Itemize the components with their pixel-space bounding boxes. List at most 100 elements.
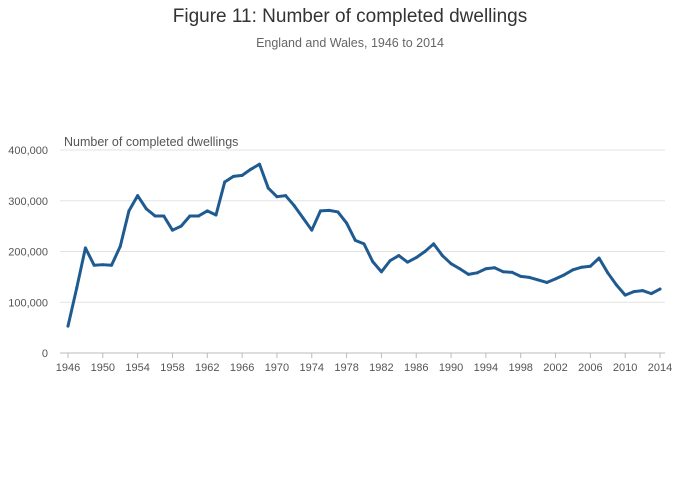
data-point: [371, 260, 375, 264]
data-point: [449, 262, 453, 266]
x-tick-label: 1946: [56, 362, 80, 374]
data-point: [562, 273, 566, 277]
y-tick-label: 0: [42, 348, 48, 360]
data-point: [571, 268, 575, 272]
data-point: [275, 195, 279, 199]
data-point: [231, 174, 235, 178]
data-point: [188, 214, 192, 218]
data-point: [406, 260, 410, 264]
x-tick-label: 1982: [369, 362, 393, 374]
x-tick-label: 1998: [508, 362, 532, 374]
x-tick-label: 2002: [543, 362, 567, 374]
data-point: [362, 242, 366, 246]
data-point: [623, 293, 627, 297]
data-point: [641, 289, 645, 293]
x-tick-label: 1966: [230, 362, 254, 374]
data-point: [658, 287, 662, 291]
x-tick-label: 2014: [648, 362, 672, 374]
x-axis-ticks: 1946 1950 1954 1958 1962 1966 1970 1974 1978 1982…: [56, 353, 672, 374]
data-point: [66, 324, 70, 328]
data-point: [205, 209, 209, 213]
data-point: [458, 267, 462, 271]
data-point: [110, 263, 114, 267]
data-point: [484, 267, 488, 271]
data-point: [527, 275, 531, 279]
data-point: [92, 263, 96, 267]
x-tick-label: 1962: [195, 362, 219, 374]
data-point: [327, 208, 331, 212]
data-point: [649, 292, 653, 296]
data-point: [432, 242, 436, 246]
data-point: [118, 244, 122, 248]
data-point: [258, 162, 262, 166]
data-point: [292, 204, 296, 208]
chart-title: Figure 11: Number of completed dwellings: [172, 6, 528, 27]
data-point: [475, 271, 479, 275]
data-point: [466, 272, 470, 276]
data-point: [501, 270, 505, 274]
data-point: [536, 278, 540, 282]
data-point: [101, 263, 105, 267]
data-point: [379, 270, 383, 274]
data-point: [284, 194, 288, 198]
x-tick-label: 1970: [265, 362, 289, 374]
data-point: [144, 207, 148, 211]
data-point: [414, 256, 418, 260]
data-point: [83, 246, 87, 250]
data-point: [554, 277, 558, 281]
data-point: [397, 254, 401, 258]
x-tick-label: 1958: [160, 362, 184, 374]
data-point: [318, 209, 322, 213]
x-tick-label: 1990: [439, 362, 463, 374]
data-point: [493, 266, 497, 270]
x-tick-label: 2006: [578, 362, 602, 374]
data-point: [249, 167, 253, 171]
x-tick-label: 1994: [474, 362, 498, 374]
data-point: [588, 264, 592, 268]
data-point: [240, 173, 244, 177]
data-point: [440, 254, 444, 258]
data-point: [136, 194, 140, 198]
chart-subtitle: England and Wales, 1946 to 2014: [256, 36, 444, 50]
x-tick-label: 2010: [613, 362, 637, 374]
data-point: [388, 259, 392, 263]
y-tick-label: 300,000: [8, 196, 48, 208]
gridlines: [60, 149, 665, 354]
data-point: [214, 213, 218, 217]
data-point: [519, 274, 523, 278]
data-point: [179, 224, 183, 228]
y-tick-label: 200,000: [8, 247, 48, 259]
data-point: [597, 256, 601, 260]
data-point: [545, 280, 549, 284]
x-tick-label: 1950: [91, 362, 115, 374]
x-tick-label: 1974: [300, 362, 324, 374]
x-tick-label: 1986: [404, 362, 428, 374]
data-point: [353, 238, 357, 242]
data-point: [223, 180, 227, 184]
y-axis-label: Number of completed dwellings: [64, 135, 239, 149]
data-point: [301, 216, 305, 220]
data-point: [423, 250, 427, 253]
x-tick-label: 1978: [334, 362, 358, 374]
data-point: [336, 210, 340, 214]
data-point: [153, 214, 157, 218]
data-point: [310, 228, 314, 232]
data-point: [162, 214, 166, 218]
data-point: [170, 228, 174, 232]
y-tick-label: 400,000: [8, 145, 48, 157]
data-point: [197, 214, 201, 218]
data-point: [614, 283, 618, 287]
series-group: [66, 162, 662, 328]
data-point: [266, 186, 270, 190]
data-point: [606, 271, 610, 275]
data-point: [345, 221, 349, 225]
data-point: [510, 270, 514, 274]
data-point: [632, 290, 636, 294]
data-point: [580, 265, 584, 269]
y-tick-label: 100,000: [8, 297, 48, 309]
data-point: [75, 286, 79, 290]
data-point: [127, 209, 131, 213]
y-axis-ticks: 0 100,000 200,000 300,000 400,000: [8, 145, 48, 360]
x-tick-label: 1954: [125, 362, 149, 374]
